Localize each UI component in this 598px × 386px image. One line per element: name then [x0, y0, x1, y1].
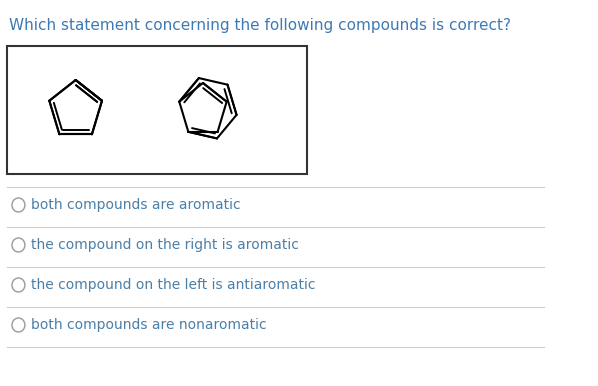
Text: both compounds are aromatic: both compounds are aromatic	[31, 198, 241, 212]
Text: the compound on the left is antiaromatic: the compound on the left is antiaromatic	[31, 278, 316, 292]
Text: Which statement concerning the following compounds is correct?: Which statement concerning the following…	[9, 18, 511, 33]
Text: both compounds are nonaromatic: both compounds are nonaromatic	[31, 318, 267, 332]
Bar	[7, 46, 307, 174]
Text: the compound on the right is aromatic: the compound on the right is aromatic	[31, 238, 299, 252]
